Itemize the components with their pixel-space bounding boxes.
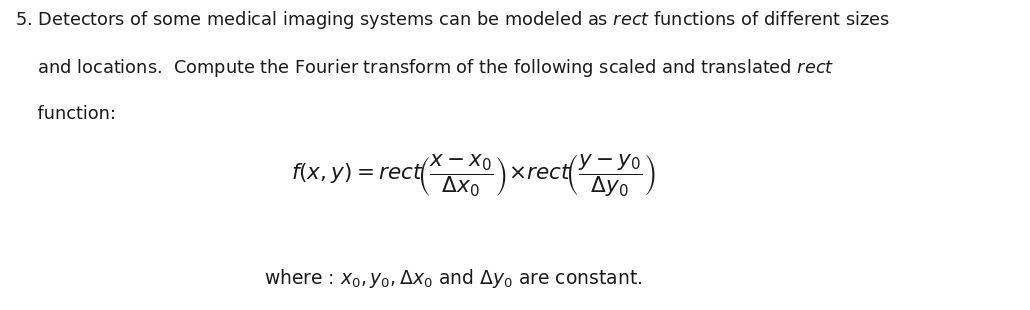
Text: function:: function: xyxy=(15,105,116,123)
Text: $f(x, y) = rect\!\left(\dfrac{x - x_0}{\Delta x_0}\right) \!\times\! rect\!\left: $f(x, y) = rect\!\left(\dfrac{x - x_0}{\… xyxy=(291,152,656,198)
Text: where : $x_0, y_0, \Delta x_0$ and $\Delta y_0$ are constant.: where : $x_0, y_0, \Delta x_0$ and $\Del… xyxy=(264,268,643,290)
Text: and locations.  Compute the Fourier transform of the following scaled and transl: and locations. Compute the Fourier trans… xyxy=(15,57,834,79)
Text: 5. Detectors of some medical imaging systems can be modeled as $\boldsymbol{\mat: 5. Detectors of some medical imaging sys… xyxy=(15,9,891,31)
